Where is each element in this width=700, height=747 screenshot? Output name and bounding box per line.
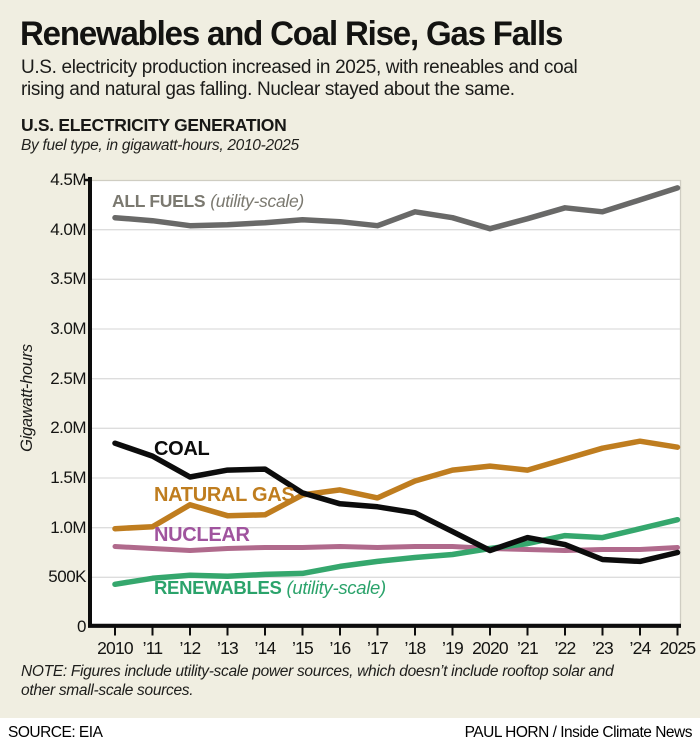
x-tick-label: ’15 — [292, 638, 314, 658]
natural-gas-line — [112, 438, 681, 532]
all-fuels-label-name: ALL FUELS — [112, 191, 206, 211]
x-tick-label: ’24 — [629, 638, 652, 658]
all-fuels-line — [112, 185, 681, 232]
y-tick-label: 500K — [48, 567, 86, 587]
natural-gas-label-name: NATURAL GAS — [154, 484, 295, 506]
nuclear-label-name: NUCLEAR — [154, 524, 250, 546]
x-tick-label: ’17 — [367, 638, 389, 658]
renewables-label: RENEWABLES (utility-scale) — [154, 577, 386, 599]
coal-label: COAL — [154, 438, 210, 461]
x-tick-label: ’14 — [254, 638, 277, 658]
coal-label-name: COAL — [154, 438, 210, 460]
x-tick-label: ’19 — [442, 638, 464, 658]
y-tick-label: 3.5M — [50, 269, 86, 289]
renewables-label-qualifier: (utility-scale) — [286, 577, 387, 598]
x-tick-label: ’22 — [554, 638, 577, 658]
y-tick-label: 0 — [77, 617, 86, 636]
x-axis-ticks — [114, 627, 679, 636]
x-tick-label: ’12 — [179, 638, 202, 658]
x-tick-label: ’23 — [592, 638, 614, 658]
y-tick-label: 4.0M — [50, 219, 86, 239]
renewables-line — [112, 516, 681, 588]
x-tick-label: 2020 — [472, 638, 509, 658]
x-tick-label: ’16 — [329, 638, 352, 658]
renewables-label-name: RENEWABLES — [154, 577, 282, 598]
nuclear-label: NUCLEAR — [154, 524, 250, 547]
chart-title: U.S. ELECTRICITY GENERATION — [21, 115, 287, 135]
y-axis-title: Gigawatt-hours — [18, 344, 36, 452]
coal-line — [112, 440, 681, 565]
y-tick-label: 3.0M — [50, 319, 86, 338]
x-tick-label: 2010 — [97, 638, 134, 658]
chart-subtitle: By fuel type, in gigawatt-hours, 2010-20… — [21, 137, 299, 154]
y-tick-label: 1.0M — [50, 517, 86, 537]
page-title: Renewables and Coal Rise, Gas Falls — [20, 15, 563, 53]
page-subtitle: U.S. electricity production increased in… — [21, 57, 578, 101]
y-tick-label: 2.0M — [50, 418, 86, 438]
footer-bar: SOURCE: EIA PAUL HORN / Inside Climate N… — [0, 718, 700, 747]
footnote: NOTE: Figures include utility-scale powe… — [21, 663, 614, 699]
x-tick-label: ’11 — [142, 638, 163, 658]
source-credit: SOURCE: EIA — [8, 724, 103, 741]
author-credit: PAUL HORN / Inside Climate News — [464, 724, 693, 741]
all-fuels-label: ALL FUELS (utility-scale) — [112, 191, 304, 212]
x-tick-label: ’13 — [217, 638, 239, 658]
y-tick-label: 2.5M — [50, 368, 86, 388]
all-fuels-label-qualifier: (utility-scale) — [210, 191, 304, 211]
y-tick-label: 4.5M — [50, 170, 86, 189]
x-tick-label: 2025 — [659, 638, 697, 658]
x-tick-label: ’21 — [517, 638, 539, 658]
natural-gas-label: NATURAL GAS — [154, 484, 295, 507]
x-tick-label: ’18 — [404, 638, 427, 658]
y-tick-label: 1.5M — [50, 468, 86, 487]
